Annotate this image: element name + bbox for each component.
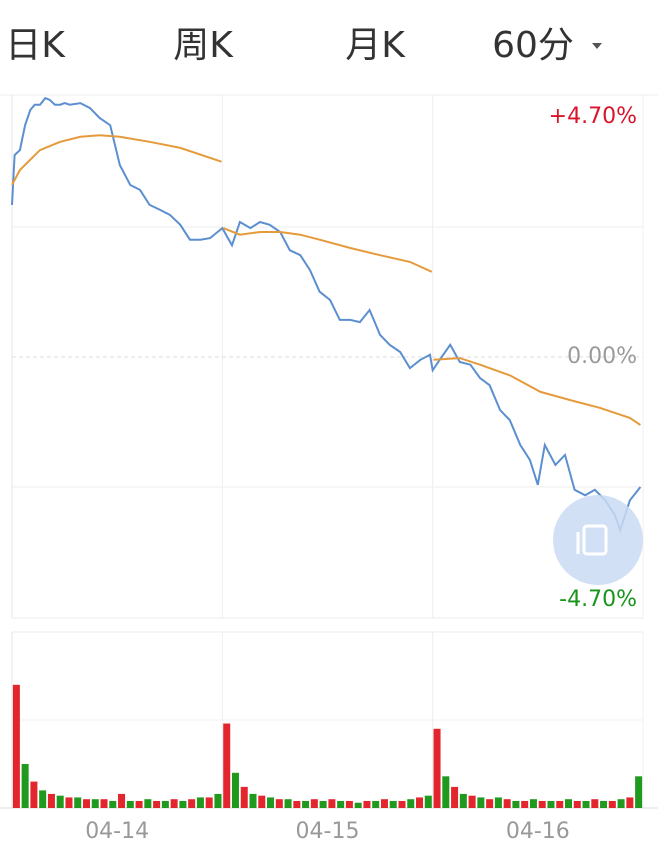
x-tick-label: 04-15 [296,819,360,844]
volume-bar [302,800,310,808]
plot: +4.70% 0.00% -4.70% 04-14 04-15 04-16 [11,95,643,844]
volume-bar [170,799,178,808]
volume-bar [65,797,73,808]
button-icon [582,524,608,556]
tab-day[interactable]: 日K [5,25,66,66]
volume-bar [118,793,126,808]
button-bg[interactable] [553,495,643,585]
volume-bar [188,799,196,808]
volume-bar [74,797,82,808]
dropdown-arrow [592,43,602,49]
volume-bar [459,793,467,808]
volume-bar [380,799,388,808]
volume-bar [293,800,301,808]
volume-bar [328,799,336,808]
volume-bar [591,799,599,808]
volume-bar [626,797,634,808]
volume-bar [600,800,608,808]
volume-bar [565,799,573,808]
volume-bar [582,800,590,808]
volume-bar [135,800,143,808]
price-line [11,134,641,426]
volume-bar [144,799,152,808]
volume-bar [416,797,424,808]
volume-bar [126,800,134,808]
float-button[interactable] [553,495,643,585]
volume-bar [477,797,485,808]
volume-bar [310,799,318,808]
tab-60min[interactable]: 60分 [492,25,574,66]
x-tick-label: 04-14 [85,819,149,844]
volume-bar [196,797,204,808]
volume-bar [398,800,406,808]
volume-bar [433,728,441,808]
volume-bar [608,800,616,808]
tab-week[interactable]: 周K [173,25,234,66]
y-tick-label: -4.70% [559,587,637,612]
volume-bar [345,800,353,808]
volume-bar [12,684,20,808]
volume-bar [100,799,108,808]
volume-bar [494,797,502,808]
volume-bar [337,800,345,808]
volume-bar [205,797,213,808]
volume-bar [547,800,555,808]
volume-bar [372,800,380,808]
volume-bar [249,793,257,808]
volume-bar [354,802,362,808]
volume-bar [47,793,55,808]
volume-bar [635,776,643,808]
volume-bar [223,723,231,808]
volume-bar [538,800,546,808]
volume-bar [512,800,520,808]
volume-bar [161,800,169,808]
volume-bar [214,793,222,808]
volume-bar [21,764,29,808]
volume-bar [30,781,38,808]
volume-bar [258,795,266,808]
volume-bar [407,799,415,808]
volume-bar [486,799,494,808]
volume-bar [451,786,459,808]
volume-bar [39,790,47,808]
volume-bar [521,800,529,808]
y-tick-label: 0.00% [567,344,637,369]
volume-bar [231,772,239,808]
volume-bar [91,799,99,808]
volume-bar [363,800,371,808]
volume-bar [240,786,248,808]
volume-bar [468,795,476,808]
x-tick-label: 04-16 [506,819,570,844]
volume-bar [389,800,397,808]
period-tabs: 日K 周K 月K 60分 [5,25,602,66]
volume-bar [319,800,327,808]
volume-bar [529,799,537,808]
volume-bar [56,795,64,808]
tab-month[interactable]: 月K [345,25,406,66]
volume-bar [503,799,511,808]
volume-bar [556,800,564,808]
volume-bar [442,776,450,808]
volume-bar [275,799,283,808]
volume-bar [153,800,161,808]
volume-bar [267,797,275,808]
volume-bar [617,799,625,808]
volume-bar [284,799,292,808]
volume-bar [109,800,117,808]
volume-bar [82,799,90,808]
volume-bar [424,795,432,808]
price-line [11,96,642,534]
volume-bar [179,800,187,808]
volume-bar [573,800,581,808]
y-tick-label: +4.70% [549,104,637,129]
